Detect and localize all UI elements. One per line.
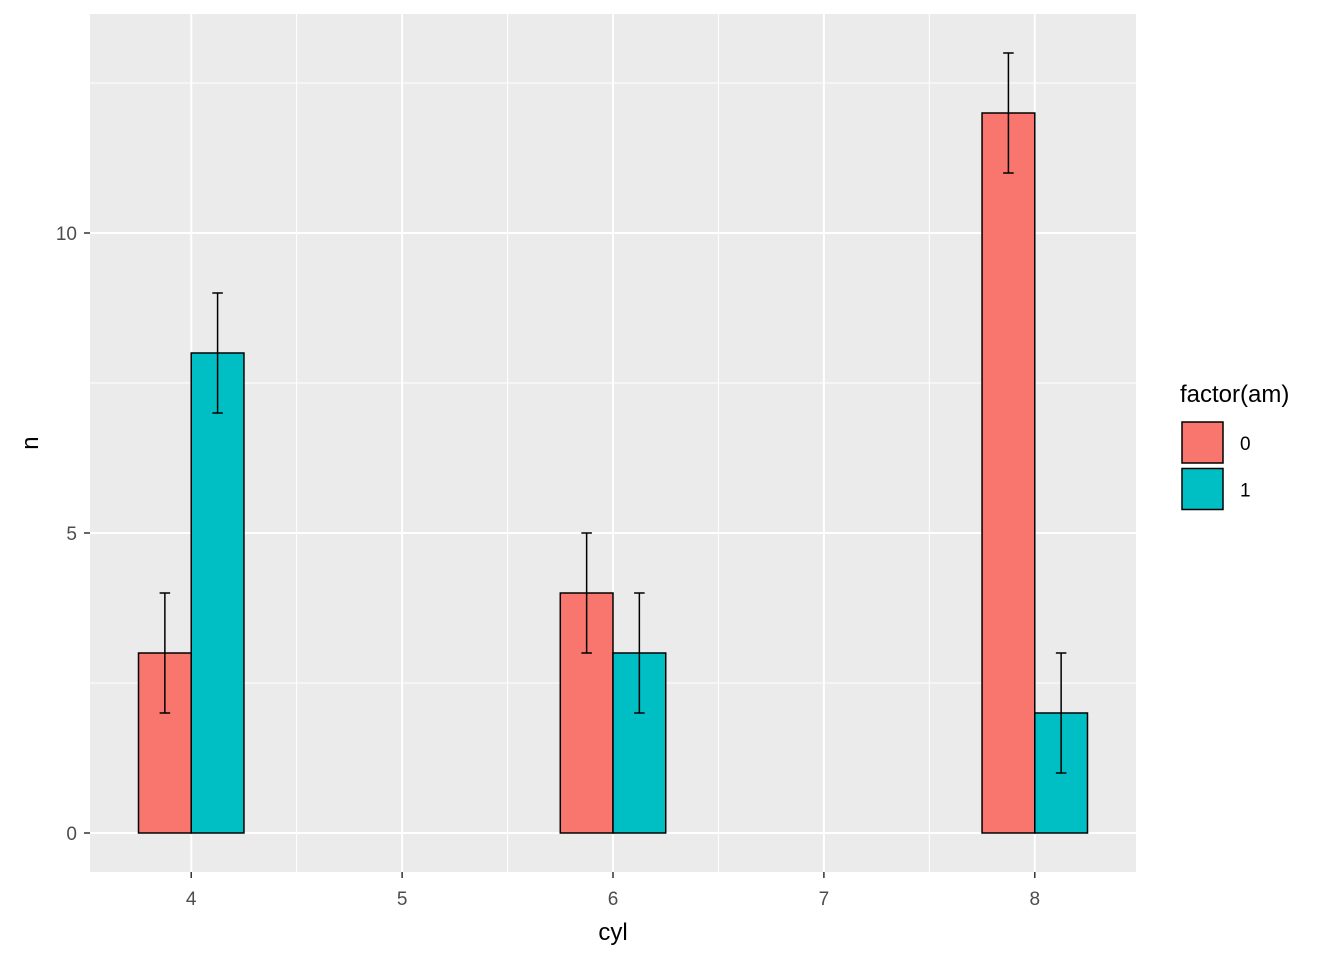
x-tick-label: 5: [397, 889, 408, 910]
y-tick-label: 10: [56, 224, 77, 245]
x-axis: 4 5 6 7 8: [186, 872, 1040, 910]
x-axis-title: cyl: [598, 919, 627, 946]
x-tick-label: 7: [819, 889, 830, 910]
legend-key: [1181, 467, 1224, 511]
x-tick-label: 6: [608, 889, 619, 910]
legend: factor(am) 01: [1180, 381, 1289, 511]
x-tick-label: 8: [1029, 889, 1040, 910]
legend-label: 1: [1240, 481, 1251, 502]
legend-items: 01: [1181, 421, 1251, 511]
x-tick-label: 4: [186, 889, 197, 910]
bar: [190, 352, 245, 834]
legend-title: factor(am): [1180, 381, 1289, 408]
y-axis-title: n: [17, 436, 44, 449]
y-tick-label: 5: [66, 524, 77, 545]
legend-key: [1181, 421, 1224, 464]
error-bars: [159, 52, 1067, 774]
y-tick-label: 0: [66, 824, 77, 845]
bar: [981, 112, 1036, 834]
legend-label: 0: [1240, 434, 1251, 455]
y-axis: 0 5 10: [56, 224, 90, 845]
